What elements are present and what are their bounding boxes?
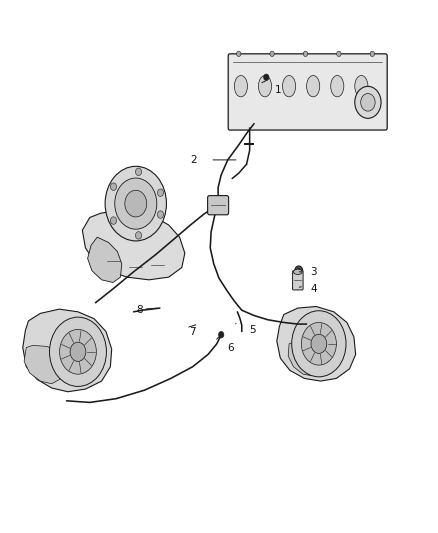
Circle shape: [237, 51, 241, 56]
Ellipse shape: [283, 76, 296, 97]
Circle shape: [70, 342, 86, 361]
Text: 4: 4: [310, 284, 317, 294]
Circle shape: [135, 232, 141, 239]
Circle shape: [157, 189, 163, 196]
Polygon shape: [23, 309, 112, 392]
Ellipse shape: [234, 76, 247, 97]
Circle shape: [264, 74, 269, 80]
Polygon shape: [82, 211, 185, 280]
Circle shape: [370, 51, 374, 56]
FancyBboxPatch shape: [293, 271, 303, 290]
Polygon shape: [24, 345, 65, 384]
Text: 7: 7: [189, 327, 196, 336]
Text: 5: 5: [249, 326, 255, 335]
Text: 1: 1: [275, 85, 282, 94]
Circle shape: [292, 311, 346, 377]
Circle shape: [270, 51, 274, 56]
Text: 8: 8: [136, 305, 142, 315]
Circle shape: [110, 183, 117, 190]
Circle shape: [157, 211, 163, 219]
Circle shape: [337, 51, 341, 56]
Ellipse shape: [307, 76, 320, 97]
Polygon shape: [88, 237, 122, 282]
Ellipse shape: [258, 76, 272, 97]
Polygon shape: [277, 306, 356, 381]
Ellipse shape: [355, 76, 368, 97]
Circle shape: [360, 93, 375, 111]
Text: 3: 3: [310, 267, 317, 277]
Ellipse shape: [293, 269, 302, 274]
Circle shape: [135, 168, 141, 175]
Circle shape: [49, 317, 106, 386]
Circle shape: [105, 166, 166, 241]
Circle shape: [295, 266, 303, 276]
Polygon shape: [288, 342, 316, 376]
Circle shape: [311, 334, 327, 353]
FancyBboxPatch shape: [228, 54, 387, 130]
Circle shape: [355, 86, 381, 118]
Circle shape: [297, 269, 300, 273]
Circle shape: [110, 217, 117, 224]
FancyBboxPatch shape: [208, 196, 229, 215]
Circle shape: [115, 178, 157, 229]
Text: 6: 6: [227, 343, 234, 352]
Text: 2: 2: [191, 155, 197, 165]
Circle shape: [219, 332, 224, 338]
Circle shape: [60, 329, 96, 374]
Circle shape: [301, 322, 336, 365]
Circle shape: [125, 190, 147, 217]
Ellipse shape: [331, 76, 344, 97]
Circle shape: [303, 51, 307, 56]
